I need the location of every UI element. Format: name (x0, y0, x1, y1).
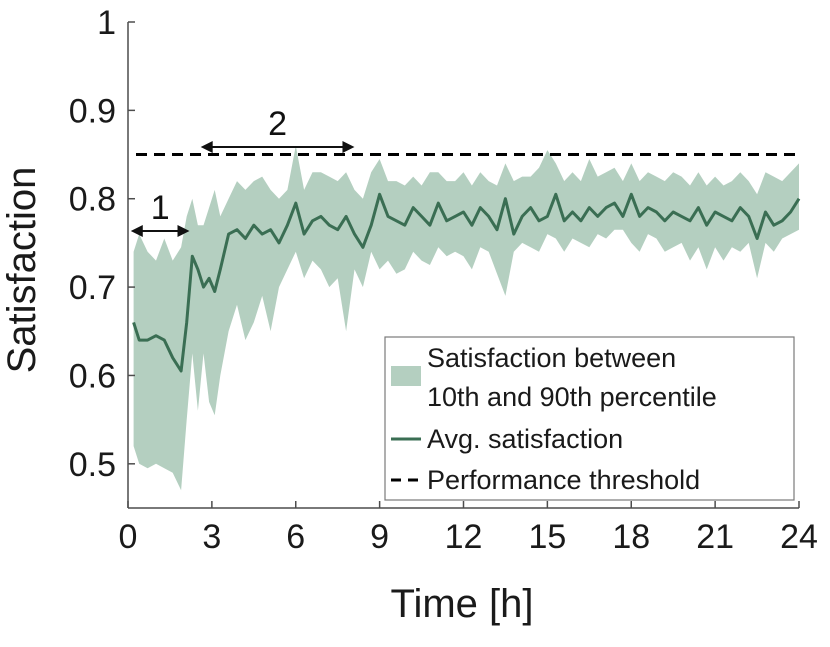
legend-threshold-label: Performance threshold (427, 465, 700, 495)
x-tick-label: 9 (370, 518, 389, 556)
y-tick-label: 0.6 (69, 357, 116, 395)
y-tick-label: 0.9 (69, 92, 116, 130)
phase-annotation-2: 2 (200, 105, 355, 153)
phase-annotation-label: 2 (268, 105, 287, 143)
phase-annotation-label: 1 (151, 189, 170, 227)
legend-band-swatch (391, 366, 421, 386)
y-tick-label: 0.8 (69, 181, 116, 219)
annotations: 12 (130, 105, 355, 237)
legend-avg-label: Avg. satisfaction (427, 424, 623, 454)
x-tick-label: 18 (612, 518, 650, 556)
phase-arrowhead-right (177, 225, 190, 237)
y-tick-label: 1 (97, 4, 116, 42)
y-axis: 0.5 0.6 0.7 0.8 0.9 1 (69, 4, 135, 508)
y-tick-label: 0.7 (69, 269, 116, 307)
phase-arrowhead-right (342, 141, 355, 153)
legend: Satisfaction between 10th and 90th perce… (384, 336, 795, 501)
y-tick-label: 0.5 (69, 446, 116, 484)
x-tick-label: 6 (286, 518, 305, 556)
x-tick-label: 12 (445, 518, 483, 556)
x-tick-label: 24 (780, 518, 818, 556)
x-axis: 0 3 6 9 12 15 18 21 24 (119, 501, 818, 556)
avg-satisfaction-line (132, 192, 801, 373)
phase-arrowhead-left (200, 141, 213, 153)
legend-band-label-line2: 10th and 90th percentile (427, 382, 717, 412)
x-tick-label: 0 (119, 518, 138, 556)
percentile-band (133, 145, 800, 491)
phase-annotation-1: 1 (130, 189, 190, 237)
legend-band-label-line1: Satisfaction between (427, 343, 676, 373)
x-tick-label: 3 (202, 518, 221, 556)
legend-box (384, 336, 795, 501)
x-axis-label: Time [h] (391, 582, 534, 626)
x-tick-label: 15 (528, 518, 566, 556)
plot-area (132, 145, 801, 491)
x-tick-label: 21 (696, 518, 734, 556)
phase-arrowhead-left (130, 225, 143, 237)
y-axis-label: Satisfaction (0, 167, 44, 374)
